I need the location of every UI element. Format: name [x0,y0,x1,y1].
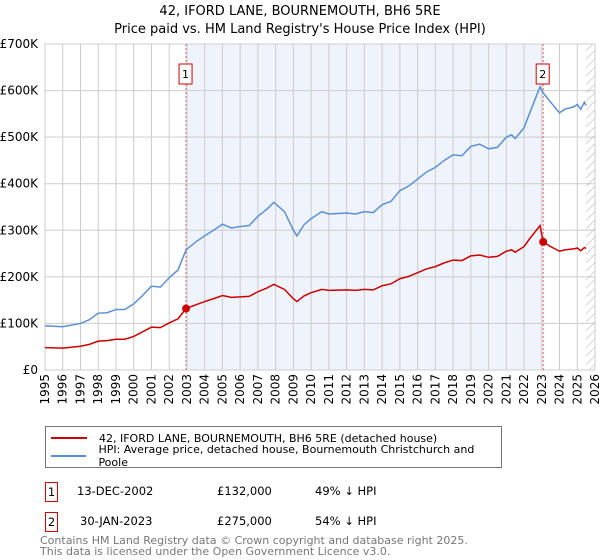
title-line: 42, IFORD LANE, BOURNEMOUTH, BH6 5RE [159,4,441,19]
x-tick-label: 1999 [109,374,123,405]
x-tick-label: 2013 [357,374,371,405]
x-tick-label: 2001 [144,374,158,405]
x-tick-label: 2022 [517,374,531,405]
footer-licence: This data is licensed under the Open Gov… [40,545,391,558]
price-chart: £0 £100K £200K £300K £400K £500K £600K £700K 199… [0,37,600,405]
legend-item-hpi: HPI: Average price, detached house, Bour… [51,443,501,469]
transaction-date: 13-DEC-2002 [77,484,154,498]
red-line-swatch [51,437,87,439]
transaction-row: 2 30-JAN-2023 £275,000 54% ↓ HPI [45,512,545,532]
x-tick-label: 2015 [393,374,407,405]
sale-label: 1 [182,68,189,81]
property-price-line [44,223,587,349]
marker-badge: 2 [45,512,58,532]
x-tick-label: 2000 [127,374,141,405]
marker-badge: 1 [45,482,58,502]
legend-label: HPI: Average price, detached house, Bour… [98,443,475,469]
legend-item-property: 42, IFORD LANE, BOURNEMOUTH, BH6 5RE (de… [51,429,437,447]
x-tick-label: 2004 [198,374,212,405]
x-tick-label: 2003 [180,374,194,405]
x-tick-label: 2005 [215,374,229,405]
transaction-price: £132,000 [217,484,272,498]
sale-label-box [535,63,550,85]
legend-label: 42, IFORD LANE, BOURNEMOUTH, BH6 5RE (de… [99,431,438,445]
x-tick-label: 1996 [56,374,70,405]
blue-line-swatch [51,455,87,457]
transaction-hpi-diff: 49% ↓ HPI [315,484,377,498]
x-tick-label: 2019 [464,374,478,405]
chart-title: 42, IFORD LANE, BOURNEMOUTH, BH6 5RE Pri… [0,3,600,39]
plot-frame [44,43,596,371]
x-tick-label: 2006 [233,374,247,405]
x-tick-label: 2002 [162,374,176,405]
y-tick-label: £0 [23,363,38,377]
y-tick-label: £200K [0,270,39,284]
transaction-hpi-diff: 54% ↓ HPI [315,514,377,528]
sale-label: 2 [539,68,546,81]
transaction-row: 1 13-DEC-2002 £132,000 49% ↓ HPI [45,482,545,502]
x-tick-label: 2017 [428,374,442,405]
x-tick-label: 2009 [286,374,300,405]
forecast-hatch [586,44,595,370]
sale-point [539,237,548,246]
x-tick-label: 2025 [570,374,584,405]
transaction-date: 30-JAN-2023 [80,514,153,528]
y-tick-label: £500K [0,130,39,144]
x-tick-label: 2007 [251,374,265,405]
sale-label-box [178,63,193,85]
x-tick-label: 2011 [322,374,336,405]
y-tick-label: £400K [0,177,39,191]
footer: Contains HM Land Registry data © Crown c… [40,535,468,557]
x-tick-label: 2024 [553,374,567,405]
y-tick-label: £300K [0,223,39,237]
x-tick-label: 2021 [499,374,513,405]
hpi-line [44,85,587,328]
x-tick-label: 2010 [304,374,318,405]
x-tick-label: 1997 [73,374,87,405]
sale-point [182,304,191,313]
transaction-price: £275,000 [217,514,272,528]
subtitle-line: Price paid vs. HM Land Registry's House … [114,22,486,37]
legend: 42, IFORD LANE, BOURNEMOUTH, BH6 5RE (de… [45,426,502,469]
x-tick-label: 2023 [535,374,549,405]
x-tick-label: 2026 [588,374,600,405]
x-tick-label: 1995 [38,374,52,405]
y-tick-label: £700K [0,37,39,51]
x-tick-label: 1998 [91,374,105,405]
footer-copyright: Contains HM Land Registry data © Crown c… [40,534,468,547]
x-tick-label: 2008 [269,374,283,405]
y-tick-label: £600K [0,84,39,98]
x-tick-label: 2012 [340,374,354,405]
y-tick-label: £100K [0,316,39,330]
x-tick-label: 2018 [446,374,460,405]
x-tick-label: 2016 [411,374,425,405]
x-tick-label: 2014 [375,374,389,405]
x-tick-label: 2020 [482,374,496,405]
